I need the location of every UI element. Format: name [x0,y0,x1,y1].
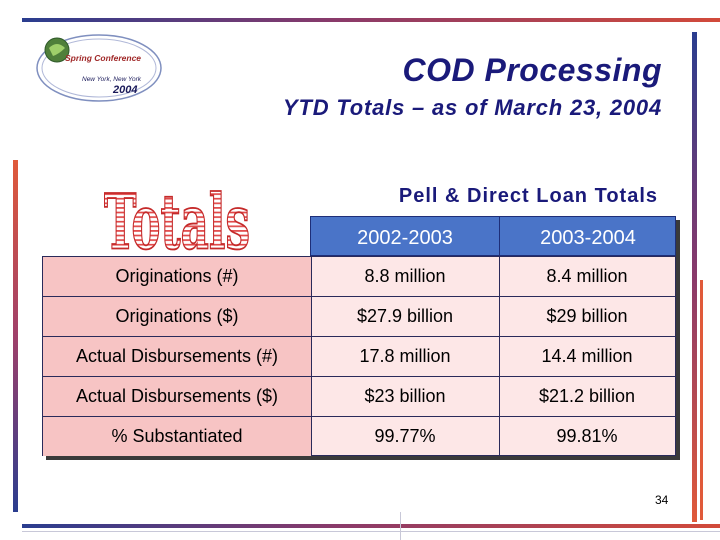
cell-value: $23 billion [364,386,446,406]
cell-value: $27.9 billion [356,306,454,326]
row-label: Actual Disbursements ($) [43,377,311,416]
logo-line1: Spring Conference [65,53,141,63]
row-label: % Substantiated [43,417,311,456]
table-row: Actual Disbursements ($) $23 billion $21… [43,377,675,417]
column-header: 2003-2004 [540,227,636,249]
left-accent-bar [13,160,18,512]
table-row: Originations (#) 8.8 million 8.4 million [43,257,675,297]
spring-conference-logo: Spring Conference New York, New York 200… [36,34,162,102]
cell-value: $29 billion [546,306,628,326]
top-divider-line [22,18,720,22]
table-row: % Substantiated 99.77% 99.81% [43,417,675,457]
cell-value: 14.4 million [541,346,633,366]
cell-value: 8.4 million [546,266,628,286]
table-header-row: 2002-2003 2003-2004 [310,216,676,256]
right-accent-bar [692,32,697,522]
cell-value: 8.8 million [364,266,446,286]
row-label: Originations ($) [43,297,311,336]
logo-line3: 2004 [112,84,137,96]
page-number: 34 [655,493,669,507]
footer-center-tick [400,512,401,540]
logo-line2: New York, New York [82,76,142,83]
bottom-divider-line [22,524,720,528]
right-accent-bar-secondary [700,280,703,520]
table-body: Originations (#) 8.8 million 8.4 million… [42,256,676,456]
column-separator [499,257,500,455]
table-row: Originations ($) $27.9 billion $29 billi… [43,297,675,337]
row-label: Actual Disbursements (#) [43,337,311,376]
header-separator [499,217,500,255]
cell-value: 99.77% [374,426,436,446]
row-label: Originations (#) [43,257,311,296]
slide-title: COD Processing [402,52,662,88]
table-heading: Pell & Direct Loan Totals [398,185,658,207]
footer-thin-line [22,531,720,532]
table-row: Actual Disbursements (#) 17.8 million 14… [43,337,675,377]
slide-subtitle: YTD Totals – as of March 23, 2004 [283,95,662,120]
totals-word-art: Totals [104,176,251,256]
cell-value: $21.2 billion [538,386,636,406]
column-separator [311,257,312,455]
cell-value: 99.81% [556,426,618,446]
cell-value: 17.8 million [359,346,451,366]
column-header: 2002-2003 [357,227,453,249]
totals-word: Totals [104,177,250,256]
